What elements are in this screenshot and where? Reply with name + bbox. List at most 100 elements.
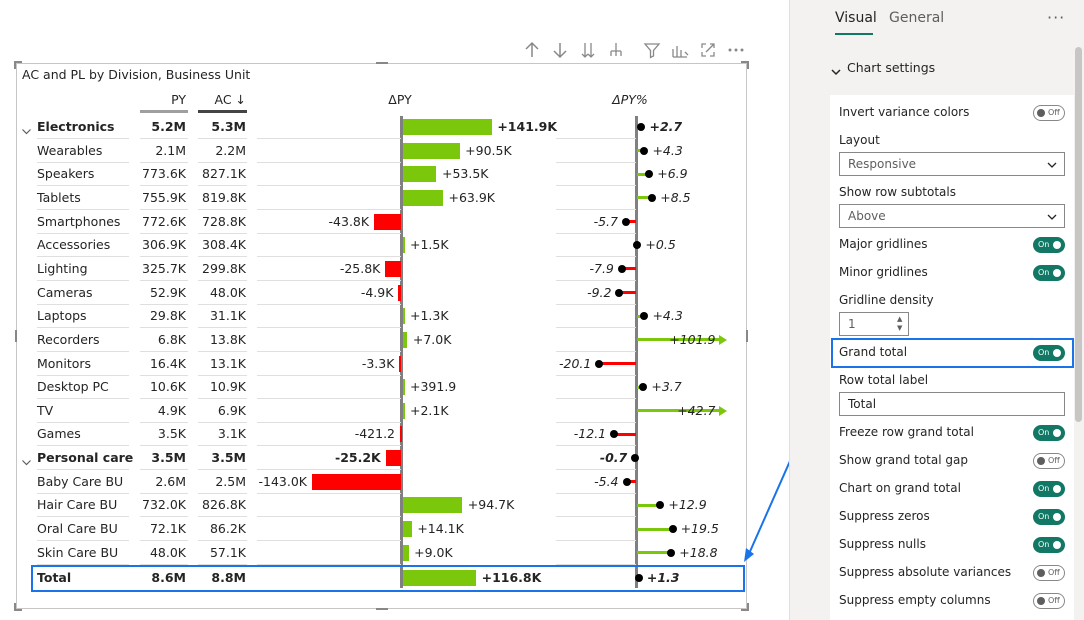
resize-corner-bl[interactable] — [14, 603, 22, 611]
resize-handle-right[interactable] — [746, 330, 748, 342]
column-header-delta-py-pct[interactable]: ΔPY% — [612, 92, 648, 107]
expand-down-icon[interactable] — [578, 40, 598, 60]
toggle-show-grand-total-gap[interactable]: Off — [1033, 453, 1065, 469]
row-separator — [198, 350, 247, 352]
tab-general[interactable]: General — [889, 10, 945, 26]
resize-handle-left[interactable] — [15, 330, 17, 342]
spinner-arrows-icon[interactable]: ▲ ▼ — [897, 315, 903, 332]
ac-value: 3.1K — [217, 426, 246, 442]
delta-pct-stem — [621, 267, 637, 271]
more-options-icon[interactable] — [726, 40, 746, 60]
toggle-suppress-empty-columns[interactable]: Off — [1033, 593, 1065, 609]
row-separator — [257, 279, 401, 281]
row-label: Accessories — [37, 237, 111, 253]
row-separator — [140, 374, 188, 376]
delta-pct-label: -7.9 — [589, 260, 614, 276]
toggle-invert-variance-colors[interactable]: Off — [1033, 105, 1065, 121]
toggle-suppress-zeros[interactable]: On — [1033, 509, 1065, 525]
row-separator — [37, 492, 129, 494]
delta-pct-label: -12.1 — [573, 426, 607, 442]
chevron-down-icon[interactable] — [830, 63, 842, 76]
gridline-density-input[interactable]: 1 ▲ ▼ — [839, 312, 909, 336]
ac-value: 3.5M — [211, 450, 246, 466]
filter-icon[interactable] — [642, 40, 662, 60]
resize-corner-tl[interactable] — [14, 61, 22, 69]
py-value: 6.8K — [157, 331, 186, 347]
section-chart-settings[interactable]: Chart settings — [847, 60, 936, 75]
row-total-label-input[interactable]: Total — [839, 392, 1065, 416]
delta-py-label: +14.1K — [417, 521, 464, 537]
delta-pct-dot — [610, 430, 619, 439]
delta-py-label: +94.7K — [467, 497, 515, 513]
row-subtotals-dropdown[interactable]: Above — [839, 204, 1065, 228]
expand-chevron-icon[interactable] — [21, 122, 32, 135]
toggle-freeze-row-grand-total[interactable]: On — [1033, 425, 1065, 441]
pane-scrollbar[interactable] — [1075, 47, 1082, 422]
toggle-minor-gridlines[interactable]: On — [1033, 265, 1065, 281]
setting-label-invert-variance-colors: Invert variance colors — [839, 105, 970, 119]
arrow-down-icon[interactable] — [550, 40, 570, 60]
grand-total-highlight — [31, 565, 745, 592]
row-separator — [257, 421, 401, 423]
row-separator — [257, 303, 401, 305]
row-separator — [140, 185, 188, 187]
ac-value: 57.1K — [209, 544, 246, 560]
row-separator — [556, 350, 636, 352]
delta-py-bar — [403, 570, 477, 587]
drill-hierarchy-icon[interactable] — [606, 40, 626, 60]
delta-py-bar — [403, 544, 409, 561]
row-label: Smartphones — [37, 213, 121, 229]
row-separator — [140, 445, 188, 447]
toggle-suppress-nulls[interactable]: On — [1033, 537, 1065, 553]
py-value: 52.9K — [149, 284, 186, 300]
toggle-suppress-absolute-variances[interactable]: Off — [1033, 565, 1065, 581]
delta-py-bar — [399, 355, 402, 372]
column-header-ac[interactable]: AC ↓ — [214, 92, 246, 107]
resize-handle-bottom[interactable] — [376, 608, 388, 610]
toggle-chart-on-grand-total[interactable]: On — [1033, 481, 1065, 497]
row-separator — [556, 492, 636, 494]
setting-label-row-total-label: Row total label — [839, 373, 929, 387]
delta-py-bar — [403, 142, 460, 159]
resize-corner-br[interactable] — [741, 603, 749, 611]
pane-more-options-icon[interactable]: ··· — [1047, 8, 1066, 27]
row-separator — [257, 540, 401, 542]
grand-total-setting-highlight — [831, 338, 1074, 368]
ac-value: 826.8K — [202, 497, 246, 513]
tab-visual[interactable]: Visual — [835, 10, 877, 26]
delta-pct-label: +18.8 — [679, 544, 718, 560]
row-label[interactable]: Personal care — [37, 450, 134, 466]
delta-pct-label: +2.7 — [649, 119, 683, 134]
py-value: 16.4K — [149, 355, 186, 371]
toggle-grand-total[interactable]: On — [1033, 345, 1065, 361]
row-separator — [198, 563, 247, 565]
row-separator — [257, 232, 401, 234]
column-header-delta-py[interactable]: ΔPY — [388, 92, 412, 107]
clipped-arrow-icon — [718, 334, 727, 345]
row-separator — [140, 303, 188, 305]
row-separator — [257, 185, 401, 187]
ac-value: 2.2M — [215, 142, 246, 158]
row-separator — [37, 398, 129, 400]
visual-title: AC and PL by Division, Business Unit — [22, 67, 251, 82]
resize-corner-tr[interactable] — [741, 61, 749, 69]
layout-dropdown-value: Responsive — [848, 157, 917, 171]
setting-label-grand-total: Grand total — [839, 345, 908, 359]
expand-chevron-icon[interactable] — [21, 453, 32, 466]
layout-dropdown[interactable]: Responsive — [839, 152, 1065, 176]
delta-pct-dot — [667, 548, 676, 557]
row-separator — [37, 232, 129, 234]
focus-mode-icon[interactable] — [698, 40, 718, 60]
ac-value: 48.0K — [209, 284, 246, 300]
toggle-major-gridlines[interactable]: On — [1033, 237, 1065, 253]
delta-py-label: -25.8K — [339, 260, 381, 276]
analytics-icon[interactable] — [670, 40, 690, 60]
resize-handle-top[interactable] — [376, 62, 388, 64]
column-header-py[interactable]: PY — [171, 92, 186, 107]
setting-label-suppress-empty-columns: Suppress empty columns — [839, 593, 991, 607]
py-value: 325.7K — [142, 260, 186, 276]
row-label[interactable]: Electronics — [37, 119, 115, 134]
py-value: 72.1K — [149, 521, 186, 537]
delta-pct-dot — [595, 359, 604, 368]
arrow-up-icon[interactable] — [522, 40, 542, 60]
